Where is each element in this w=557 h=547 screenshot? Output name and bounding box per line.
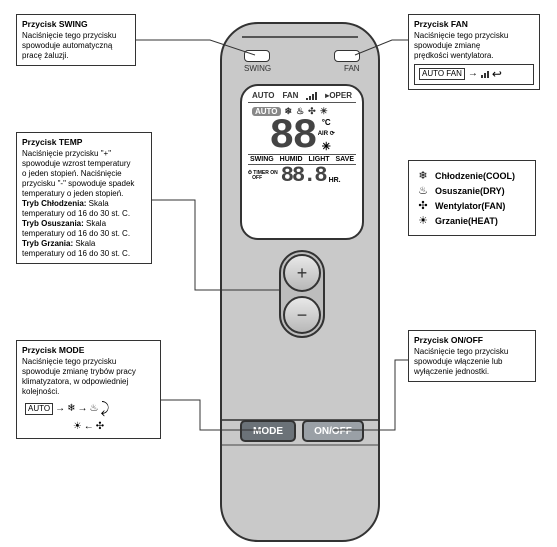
leader-lines: [0, 0, 557, 547]
